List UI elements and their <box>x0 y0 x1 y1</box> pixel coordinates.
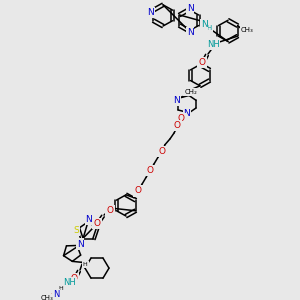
Text: O: O <box>158 147 166 156</box>
Text: O: O <box>94 219 100 228</box>
Text: CH₃: CH₃ <box>241 27 254 33</box>
Text: S: S <box>73 226 79 235</box>
Text: O: O <box>199 58 206 67</box>
Text: NH: NH <box>64 278 76 287</box>
Text: N: N <box>53 290 59 299</box>
Text: O: O <box>70 274 77 283</box>
Text: O: O <box>173 121 181 130</box>
Text: N: N <box>201 20 207 28</box>
Text: N: N <box>187 28 194 37</box>
Text: O: O <box>106 206 113 215</box>
Text: N: N <box>85 215 92 224</box>
Text: O: O <box>146 166 154 175</box>
Text: N: N <box>187 4 194 13</box>
Text: NH: NH <box>207 40 219 49</box>
Text: N: N <box>184 109 190 118</box>
Text: O: O <box>178 114 184 123</box>
Text: N: N <box>76 239 83 248</box>
Text: N: N <box>174 96 180 105</box>
Text: N: N <box>148 8 154 17</box>
Text: O: O <box>134 187 142 196</box>
Text: O: O <box>50 292 56 300</box>
Text: CH₃: CH₃ <box>40 295 53 300</box>
Text: CH₂: CH₂ <box>184 88 197 94</box>
Text: H: H <box>206 25 211 31</box>
Text: H: H <box>58 286 63 291</box>
Text: H: H <box>82 262 87 267</box>
